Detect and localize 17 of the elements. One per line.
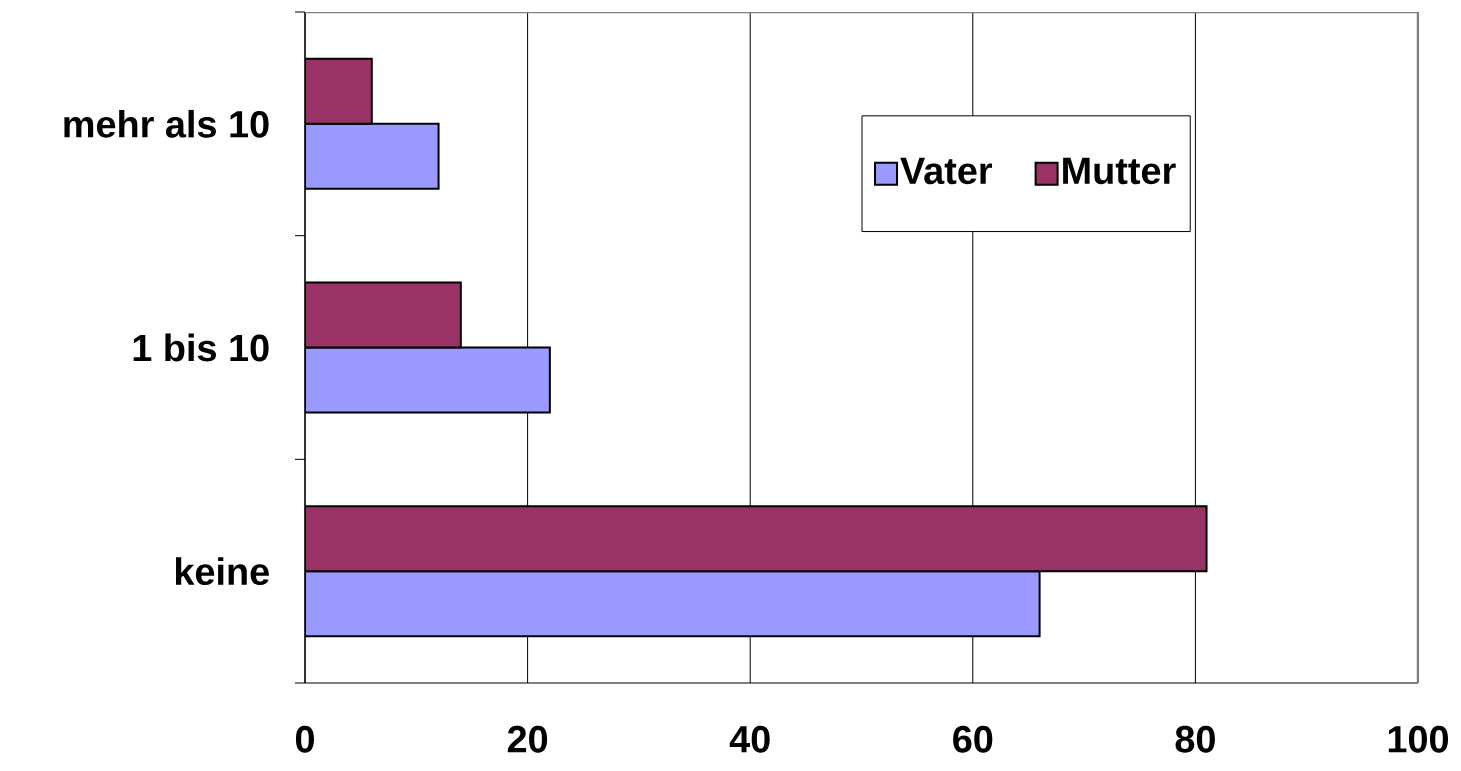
bar bbox=[305, 122, 440, 190]
x-tick-label: 100 bbox=[1388, 725, 1449, 753]
bar bbox=[305, 346, 551, 414]
bar bbox=[305, 57, 373, 125]
y-tick-label: mehr als 10 bbox=[64, 109, 269, 138]
y-tick-label: keine bbox=[176, 557, 269, 586]
legend-label: Vater bbox=[900, 157, 993, 185]
bar bbox=[305, 505, 1208, 573]
bar bbox=[305, 281, 462, 349]
x-tick-label: 80 bbox=[1175, 725, 1215, 753]
x-tick-label: 0 bbox=[295, 725, 314, 753]
x-tick-label: 40 bbox=[729, 725, 770, 753]
x-tick-label: 60 bbox=[953, 725, 993, 753]
bar bbox=[305, 570, 1041, 638]
y-tick-label: 1 bis 10 bbox=[133, 333, 269, 362]
legend-label: Mutter bbox=[1063, 157, 1176, 185]
x-tick-label: 20 bbox=[507, 725, 548, 753]
